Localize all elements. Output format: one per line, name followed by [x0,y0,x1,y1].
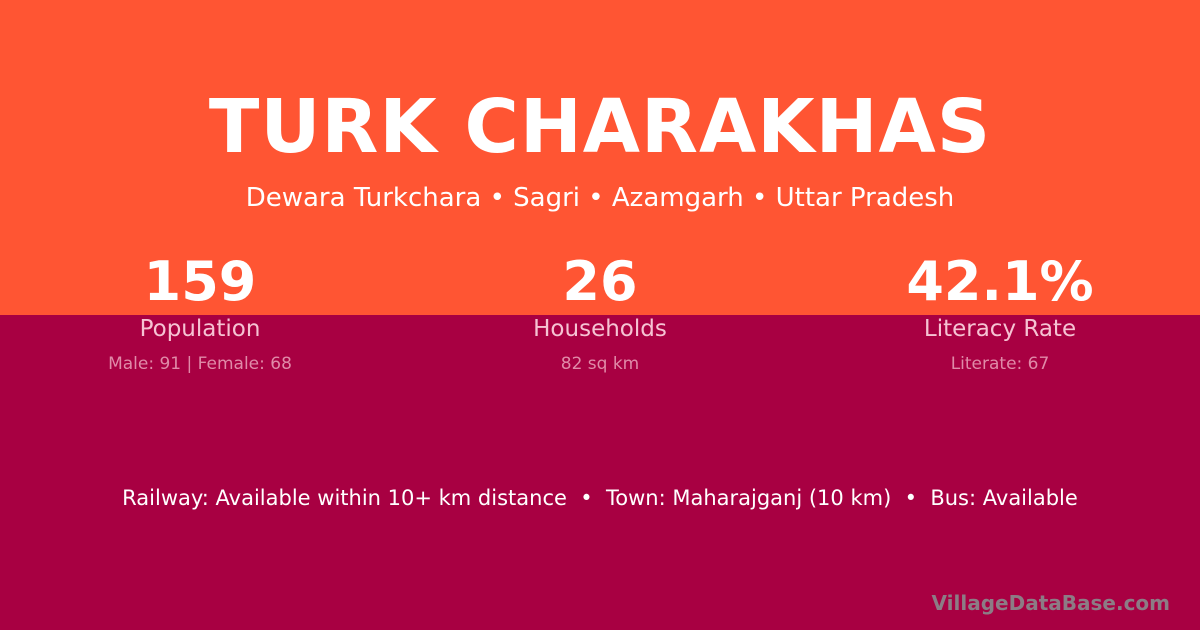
population-note: Male: 91 | Female: 68 [108,354,292,374]
households-label: Households [533,316,667,342]
header-band [0,0,1200,315]
brand-watermark: VillageDataBase.com [931,591,1170,615]
literacy-label: Literacy Rate [923,316,1077,342]
village-title: TURK CHARAKHAS [208,84,992,170]
households-value: 26 [562,250,638,313]
body-band [0,315,1200,630]
literacy-value: 42.1% [906,250,1094,313]
population-value: 159 [143,250,257,313]
location-breadcrumb: Dewara Turkchara • Sagri • Azamgarh • Ut… [245,183,955,213]
literacy-note: Literate: 67 [950,354,1050,374]
area-note: 82 sq km [560,354,640,374]
connectivity-info: Railway: Available within 10+ km distanc… [122,486,1078,510]
population-label: Population [139,316,261,342]
